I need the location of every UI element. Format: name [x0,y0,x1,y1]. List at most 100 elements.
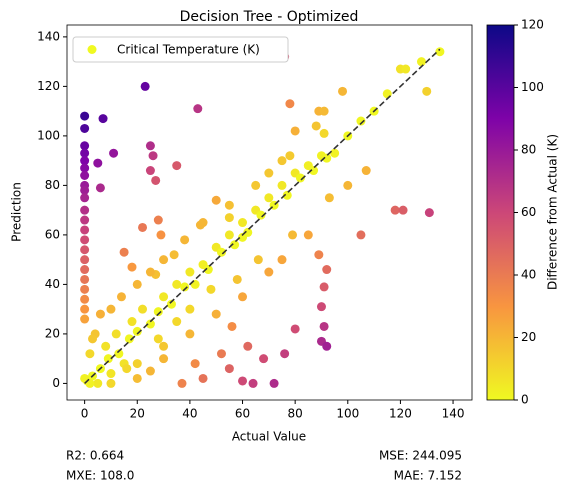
scatter-point [422,86,432,96]
scatter-point [106,378,116,388]
scatter-point [264,193,274,203]
scatter-point [248,378,258,388]
x-tick-label: 20 [130,407,145,421]
y-tick-label: 140 [37,29,60,43]
scatter-point [151,175,161,185]
x-tick-label: 80 [288,407,303,421]
scatter-point [227,321,237,331]
scatter-point [435,47,445,57]
scatter-point [132,279,142,289]
scatter-point [153,215,163,225]
scatter-point [190,279,200,289]
legend-box [72,36,289,63]
scatter-point [80,185,90,195]
x-tick-label: 0 [81,407,89,421]
scatter-point [138,304,148,314]
colorbar-tick-label: 0 [521,393,529,407]
scatter-point [80,205,90,215]
scatter-point [159,292,169,302]
scatter-point [177,378,187,388]
scatter-point [280,349,290,359]
x-tick-label: 140 [442,407,465,421]
scatter-point [85,378,95,388]
scatter-point [356,230,366,240]
scatter-point [295,173,305,183]
scatter-point [124,334,134,344]
scatter-point [145,267,155,277]
scatter-point [322,341,332,351]
y-tick-label: 120 [37,79,60,93]
chart-title: Decision Tree - Optimized [180,9,359,25]
legend-marker [87,45,97,54]
scatter-point [145,319,155,329]
scatter-point [290,324,300,334]
scatter-point [80,284,90,294]
scatter-point [145,366,155,376]
scatter-point [243,227,253,237]
scatter-point [198,373,208,383]
scatter-point [106,304,116,314]
scatter-point [203,265,213,275]
metric-mse: MSE: 244.095 [379,449,462,463]
scatter-point [238,292,248,302]
plot-frame [66,24,473,401]
scatter-point [80,111,90,121]
scatter-point [180,282,190,292]
scatter-point [216,247,226,257]
scatter-point [132,359,142,369]
scatter-point [277,255,287,265]
scatter-point [314,250,324,260]
legend-label: Critical Temperature (K) [117,43,260,57]
scatter-point [206,284,216,294]
scatter-point [80,255,90,265]
scatter-point [319,321,329,331]
scatter-point [88,334,98,344]
scatter-point [288,230,298,240]
scatter-point [80,274,90,284]
scatter-point [93,158,103,168]
scatter-point [232,274,242,284]
scatter-point [185,329,195,339]
diagonal-line [84,48,441,384]
y-axis-label: Prediction [10,182,24,242]
y-tick-label: 80 [45,178,60,192]
scatter-point [390,205,400,215]
scatter-point [303,230,313,240]
scatter-point [80,141,90,151]
scatter-point [140,81,150,91]
scatter-point [211,309,221,319]
scatter-point [166,299,176,309]
scatter-point [190,359,200,369]
scatter-point [319,106,329,116]
scatter-point [224,364,234,374]
scatter-point [256,210,266,220]
scatter-point [311,121,321,131]
scatter-point [382,89,392,99]
scatter-point [185,267,195,277]
scatter-point [224,230,234,240]
x-tick-label: 120 [389,407,412,421]
y-tick-label: 60 [45,227,60,241]
scatter-point [80,265,90,275]
scatter-point [253,255,263,265]
scatter-point [172,279,182,289]
scatter-point [80,245,90,255]
scatter-point [145,166,155,176]
scatter-point [111,329,121,339]
scatter-point [145,141,155,151]
scatter-point [322,153,332,163]
colorbar [486,24,515,401]
scatter-point [180,235,190,245]
scatter-point [424,208,434,218]
scatter-point [172,161,182,171]
scatter-point [343,180,353,190]
scatter-point [185,304,195,314]
scatter-point [80,193,90,203]
scatter-point [153,334,163,344]
scatter-point [114,349,124,359]
metric-mxe: MXE: 108.0 [66,469,134,483]
scatter-point [238,376,248,386]
scatter-point [116,292,126,302]
y-tick-label: 100 [37,128,60,142]
